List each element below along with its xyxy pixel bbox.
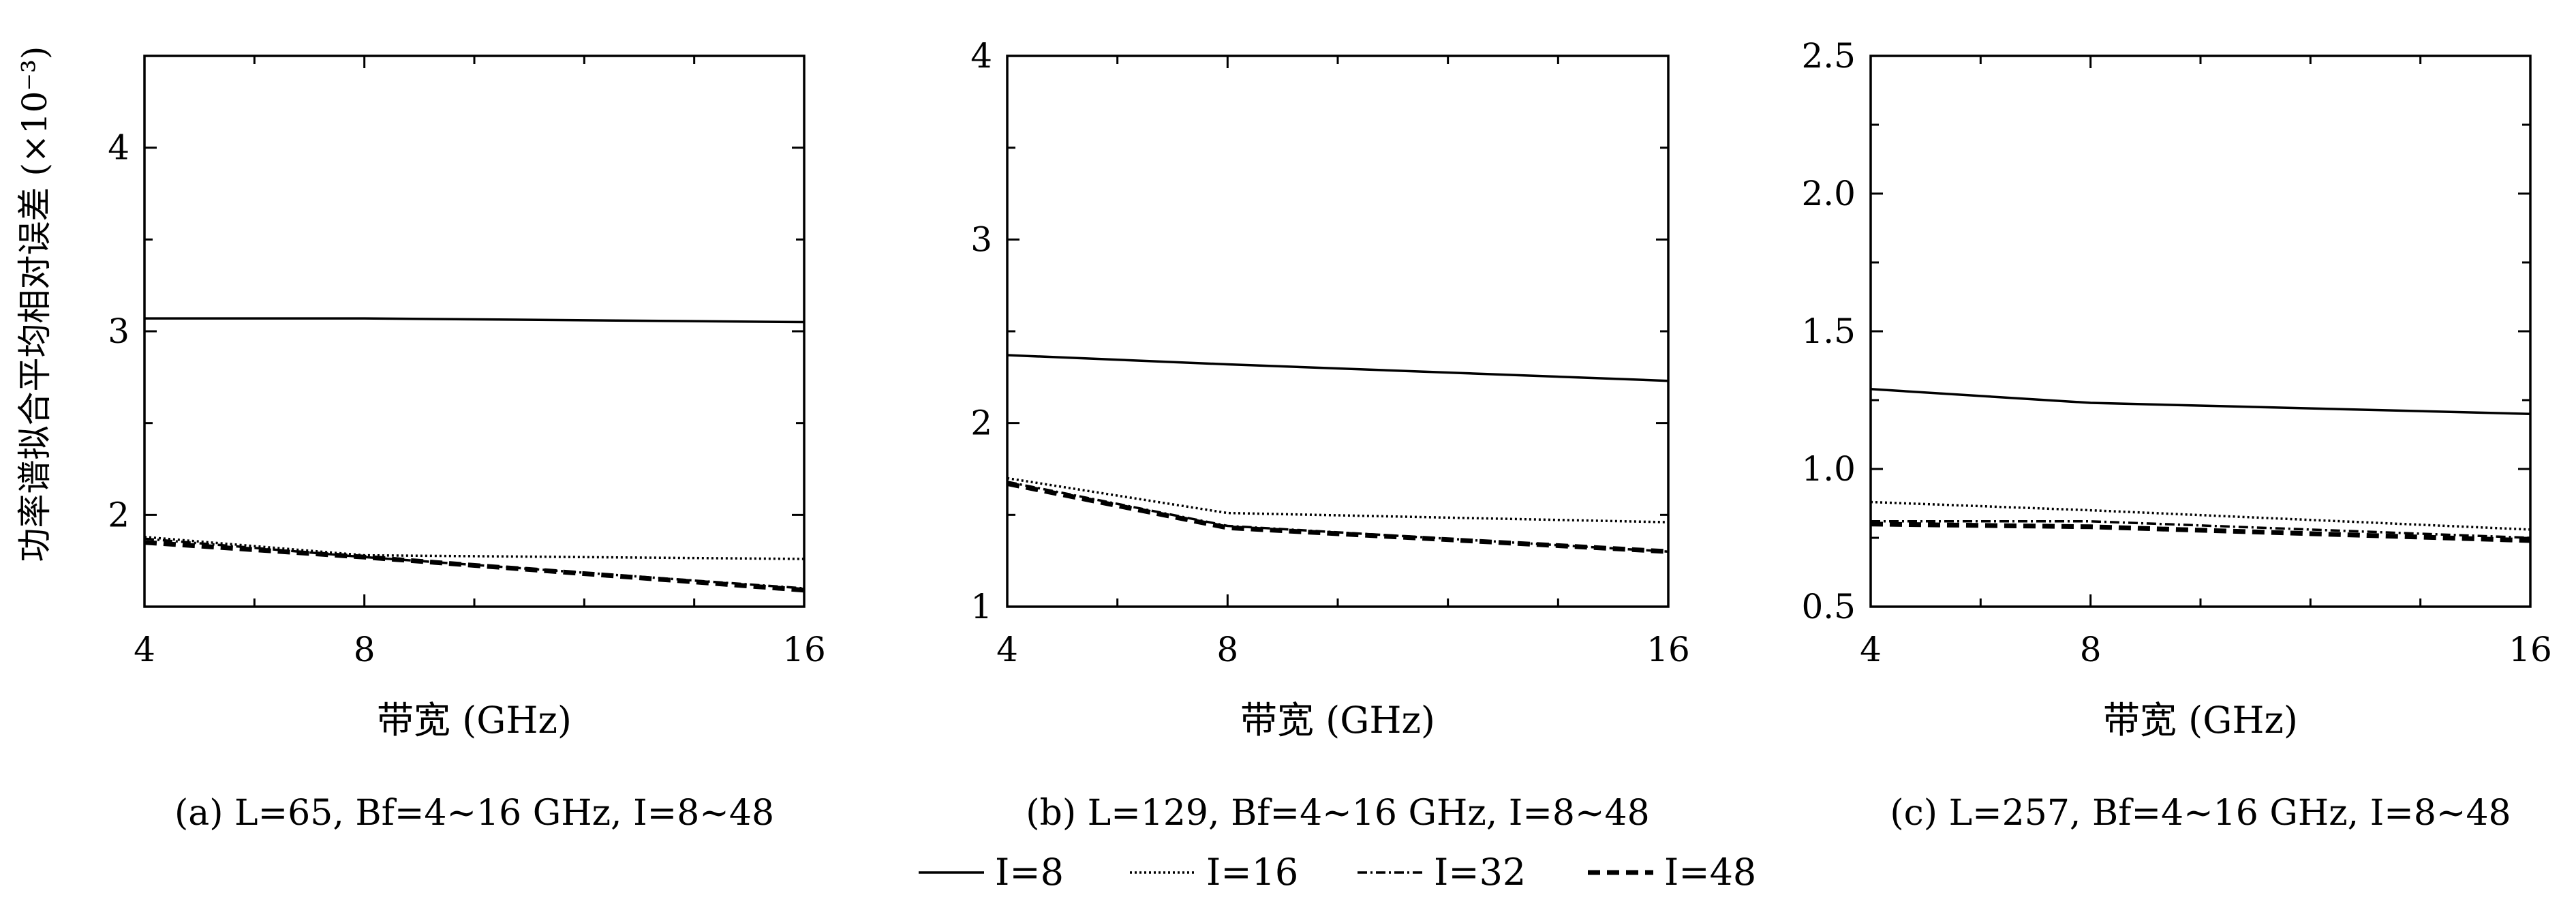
y-tick-label: 1.0 (1801, 449, 1856, 489)
plot-frame (143, 55, 806, 608)
series-line-i-8 (144, 317, 805, 324)
y-tick-label: 2.0 (1801, 174, 1856, 213)
y-tick-label: 1.5 (1801, 312, 1856, 351)
legend-label: I=48 (1664, 851, 1756, 894)
x-tick-label: 8 (2080, 630, 2102, 669)
x-tick-label: 4 (134, 630, 155, 669)
series-line-i-48 (1007, 481, 1669, 554)
y-tick-label: 1 (970, 587, 992, 626)
x-tick-label: 4 (1860, 630, 1882, 669)
x-tick-label: 4 (996, 630, 1018, 669)
series-line-i-16 (1870, 500, 2531, 531)
legend-label: I=16 (1206, 851, 1298, 894)
x-tick-label: 16 (782, 630, 826, 669)
x-tick-label: 8 (1216, 630, 1238, 669)
y-axis-title: 功率谱拟合平均相对误差 (×10⁻³) (15, 46, 55, 562)
chart-panel-3: 4 8 16 0.5 1.0 1.5 2.0 2.5 带宽 (GHz) (c) L=257, Bf… (1801, 36, 2551, 834)
x-tick-label: 16 (2509, 630, 2552, 669)
y-tick-label: 4 (970, 36, 992, 76)
panel-caption: (b) L=129, Bf=4~16 GHz, I=8~48 (1026, 793, 1649, 834)
legend-label: I=8 (995, 851, 1064, 894)
y-tick-label: 2 (108, 495, 129, 534)
y-tick-label: 2 (970, 404, 992, 443)
panel-caption: (c) L=257, Bf=4~16 GHz, I=8~48 (1890, 793, 2511, 834)
panel-caption: (a) L=65, Bf=4~16 GHz, I=8~48 (174, 793, 774, 834)
legend-label: I=32 (1434, 851, 1526, 894)
y-tick-label: 3 (108, 312, 129, 351)
x-axis-title: 带宽 (GHz) (1240, 699, 1435, 742)
legend: I=8 I=16 I=32 I=48 (919, 851, 1756, 894)
series-line-i-48 (144, 540, 805, 593)
series-line-i-8 (1007, 354, 1669, 382)
x-tick-label: 8 (354, 630, 375, 669)
x-axis-title: 带宽 (GHz) (377, 699, 572, 742)
series-line-i-32 (1007, 481, 1669, 553)
y-tick-label: 0.5 (1801, 587, 1856, 626)
chart-panel-2: 4 8 16 1 2 3 4 带宽 (GHz) (b) L=129, Bf=4~16 GHz, … (970, 36, 1690, 834)
x-tick-label: 16 (1646, 630, 1690, 669)
plot-frame (1006, 55, 1670, 608)
series-line-i-8 (1870, 388, 2531, 415)
series-line-i-16 (1007, 476, 1669, 524)
y-tick-label: 2.5 (1801, 36, 1856, 76)
chart-panel-1: 4 8 16 2 3 4 带宽 (GHz) (a) L=65, Bf=4~16 GHz, I=… (15, 46, 826, 834)
x-axis-title: 带宽 (GHz) (2103, 699, 2298, 742)
series-line-i-48 (1870, 521, 2531, 543)
y-tick-label: 3 (970, 219, 992, 259)
y-tick-label: 4 (108, 128, 129, 168)
